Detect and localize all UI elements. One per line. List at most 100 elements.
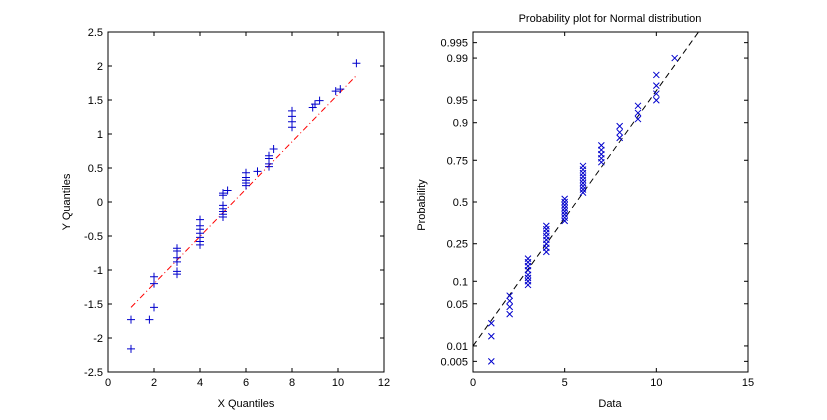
qq-data-point bbox=[352, 59, 361, 68]
probability-plot-y-label: Probability bbox=[416, 179, 428, 231]
prob-data-point bbox=[506, 297, 514, 305]
qq-data-point bbox=[150, 279, 158, 288]
qq-x-tick-label: 4 bbox=[197, 377, 203, 389]
prob-data-point bbox=[542, 222, 550, 230]
prob-data-point bbox=[579, 189, 587, 197]
prob-data-point bbox=[487, 332, 495, 340]
prob-data-point bbox=[634, 102, 642, 110]
qq-data-point bbox=[269, 144, 278, 153]
probability-plot-x-label: Data bbox=[598, 398, 622, 410]
qq-x-tick-label: 0 bbox=[105, 377, 111, 389]
prob-data-point bbox=[579, 182, 587, 190]
prob-data-point bbox=[487, 358, 495, 365]
qq-y-tick-label: 1.5 bbox=[88, 95, 103, 107]
qq-x-tick-label: 6 bbox=[243, 377, 249, 389]
prob-data-point bbox=[561, 195, 569, 203]
probability-plot-data bbox=[472, 31, 699, 365]
qq-x-tick-label: 12 bbox=[378, 377, 390, 389]
qq-data-point bbox=[315, 96, 324, 105]
prob-x-tick-label: 15 bbox=[742, 377, 754, 389]
prob-y-tick-label: 0.05 bbox=[447, 299, 468, 311]
prob-y-tick-label: 0.1 bbox=[453, 276, 468, 288]
prob-data-point bbox=[524, 255, 532, 262]
qq-reference-line bbox=[130, 75, 357, 308]
qq-data-point bbox=[150, 272, 158, 281]
prob-x-tick-label: 0 bbox=[470, 377, 476, 389]
qq-y-tick-label: -0.5 bbox=[84, 231, 103, 243]
qq-y-tick-label: -1.5 bbox=[84, 299, 103, 311]
prob-data-point bbox=[616, 134, 624, 142]
prob-y-tick-label: 0.01 bbox=[447, 341, 468, 353]
qq-y-tick-label: 2 bbox=[97, 61, 103, 73]
prob-y-tick-label: 0.995 bbox=[440, 38, 468, 50]
prob-data-point bbox=[579, 186, 587, 193]
qq-plot-x-label: X Quantiles bbox=[218, 398, 275, 410]
qq-plot-ticks: 0 2 4 6 8 10 12 -2.5 -2 -1.5 -1 -0.5 0 0.5 1 1.5 2 2.5 bbox=[84, 27, 390, 389]
probability-plot-panel: 0 5 10 15 0.005 0.01 0.05 0.1 0.25 0.5 0.75 0.9 0.95… bbox=[416, 13, 754, 410]
prob-data-point bbox=[597, 142, 605, 149]
qq-data-point bbox=[173, 267, 181, 276]
qq-data-point bbox=[127, 315, 135, 324]
prob-y-tick-label: 0.9 bbox=[453, 118, 468, 130]
prob-data-point bbox=[652, 96, 660, 104]
qq-plot-data bbox=[127, 59, 361, 353]
prob-y-tick-label: 0.005 bbox=[440, 356, 468, 368]
probability-plot-ticks: 0 5 10 15 0.005 0.01 0.05 0.1 0.25 0.5 0.75 0.9 0.95… bbox=[440, 32, 754, 389]
qq-data-point bbox=[127, 344, 135, 353]
qq-data-point bbox=[265, 151, 273, 160]
prob-data-point bbox=[652, 90, 660, 98]
qq-y-tick-label: 0 bbox=[97, 197, 103, 209]
qq-y-tick-label: -2 bbox=[93, 333, 103, 345]
prob-data-point bbox=[487, 319, 495, 327]
qq-y-tick-label: 2.5 bbox=[88, 27, 103, 39]
prob-data-point bbox=[616, 128, 624, 136]
qq-data-point bbox=[173, 244, 181, 253]
prob-data-point bbox=[561, 198, 569, 206]
qq-y-tick-label: 1 bbox=[97, 129, 103, 141]
prob-y-tick-label: 0.25 bbox=[447, 239, 468, 251]
prob-data-point bbox=[506, 303, 514, 311]
prob-data-point bbox=[561, 217, 569, 225]
qq-y-tick-label: 0.5 bbox=[88, 163, 103, 175]
qq-data-point bbox=[336, 85, 345, 94]
qq-data-point bbox=[253, 167, 262, 176]
qq-data-point bbox=[145, 315, 154, 324]
qq-data-point bbox=[219, 189, 227, 198]
prob-data-point bbox=[524, 274, 532, 282]
prob-data-point bbox=[561, 207, 569, 215]
prob-data-point bbox=[506, 310, 514, 318]
qq-x-tick-label: 8 bbox=[289, 377, 295, 389]
prob-y-tick-label: 0.99 bbox=[447, 53, 468, 65]
qq-x-tick-label: 2 bbox=[151, 377, 157, 389]
prob-data-point bbox=[652, 71, 660, 79]
prob-data-point bbox=[561, 214, 569, 222]
prob-data-point bbox=[561, 211, 569, 218]
qq-data-point bbox=[196, 215, 204, 224]
qq-x-tick-label: 10 bbox=[332, 377, 344, 389]
prob-data-point bbox=[506, 292, 514, 300]
prob-data-point bbox=[561, 201, 569, 209]
prob-data-point bbox=[652, 82, 660, 89]
qq-plot-panel: 0 2 4 6 8 10 12 -2.5 -2 -1.5 -1 -0.5 0 0.5 1 1.5 2 2.5 X … bbox=[61, 27, 390, 410]
prob-x-tick-label: 10 bbox=[650, 377, 662, 389]
prob-data-point bbox=[634, 115, 642, 123]
qq-data-point bbox=[223, 186, 232, 195]
prob-y-tick-label: 0.5 bbox=[453, 197, 468, 209]
probability-plot-title: Probability plot for Normal distribution bbox=[519, 13, 702, 25]
prob-y-tick-label: 0.95 bbox=[447, 95, 468, 107]
qq-data-point bbox=[219, 201, 227, 210]
prob-x-tick-label: 5 bbox=[562, 377, 568, 389]
prob-data-point bbox=[579, 162, 587, 170]
qq-y-tick-label: -2.5 bbox=[84, 367, 103, 379]
prob-data-point bbox=[634, 109, 642, 117]
qq-plot-y-label: Y Quantiles bbox=[61, 173, 73, 230]
qq-data-point bbox=[331, 87, 340, 96]
prob-data-point bbox=[616, 122, 624, 130]
prob-data-point bbox=[671, 54, 679, 62]
qq-data-point bbox=[242, 168, 250, 177]
qq-y-tick-label: -1 bbox=[93, 265, 103, 277]
prob-data-point bbox=[579, 179, 587, 187]
prob-y-tick-label: 0.75 bbox=[447, 155, 468, 167]
